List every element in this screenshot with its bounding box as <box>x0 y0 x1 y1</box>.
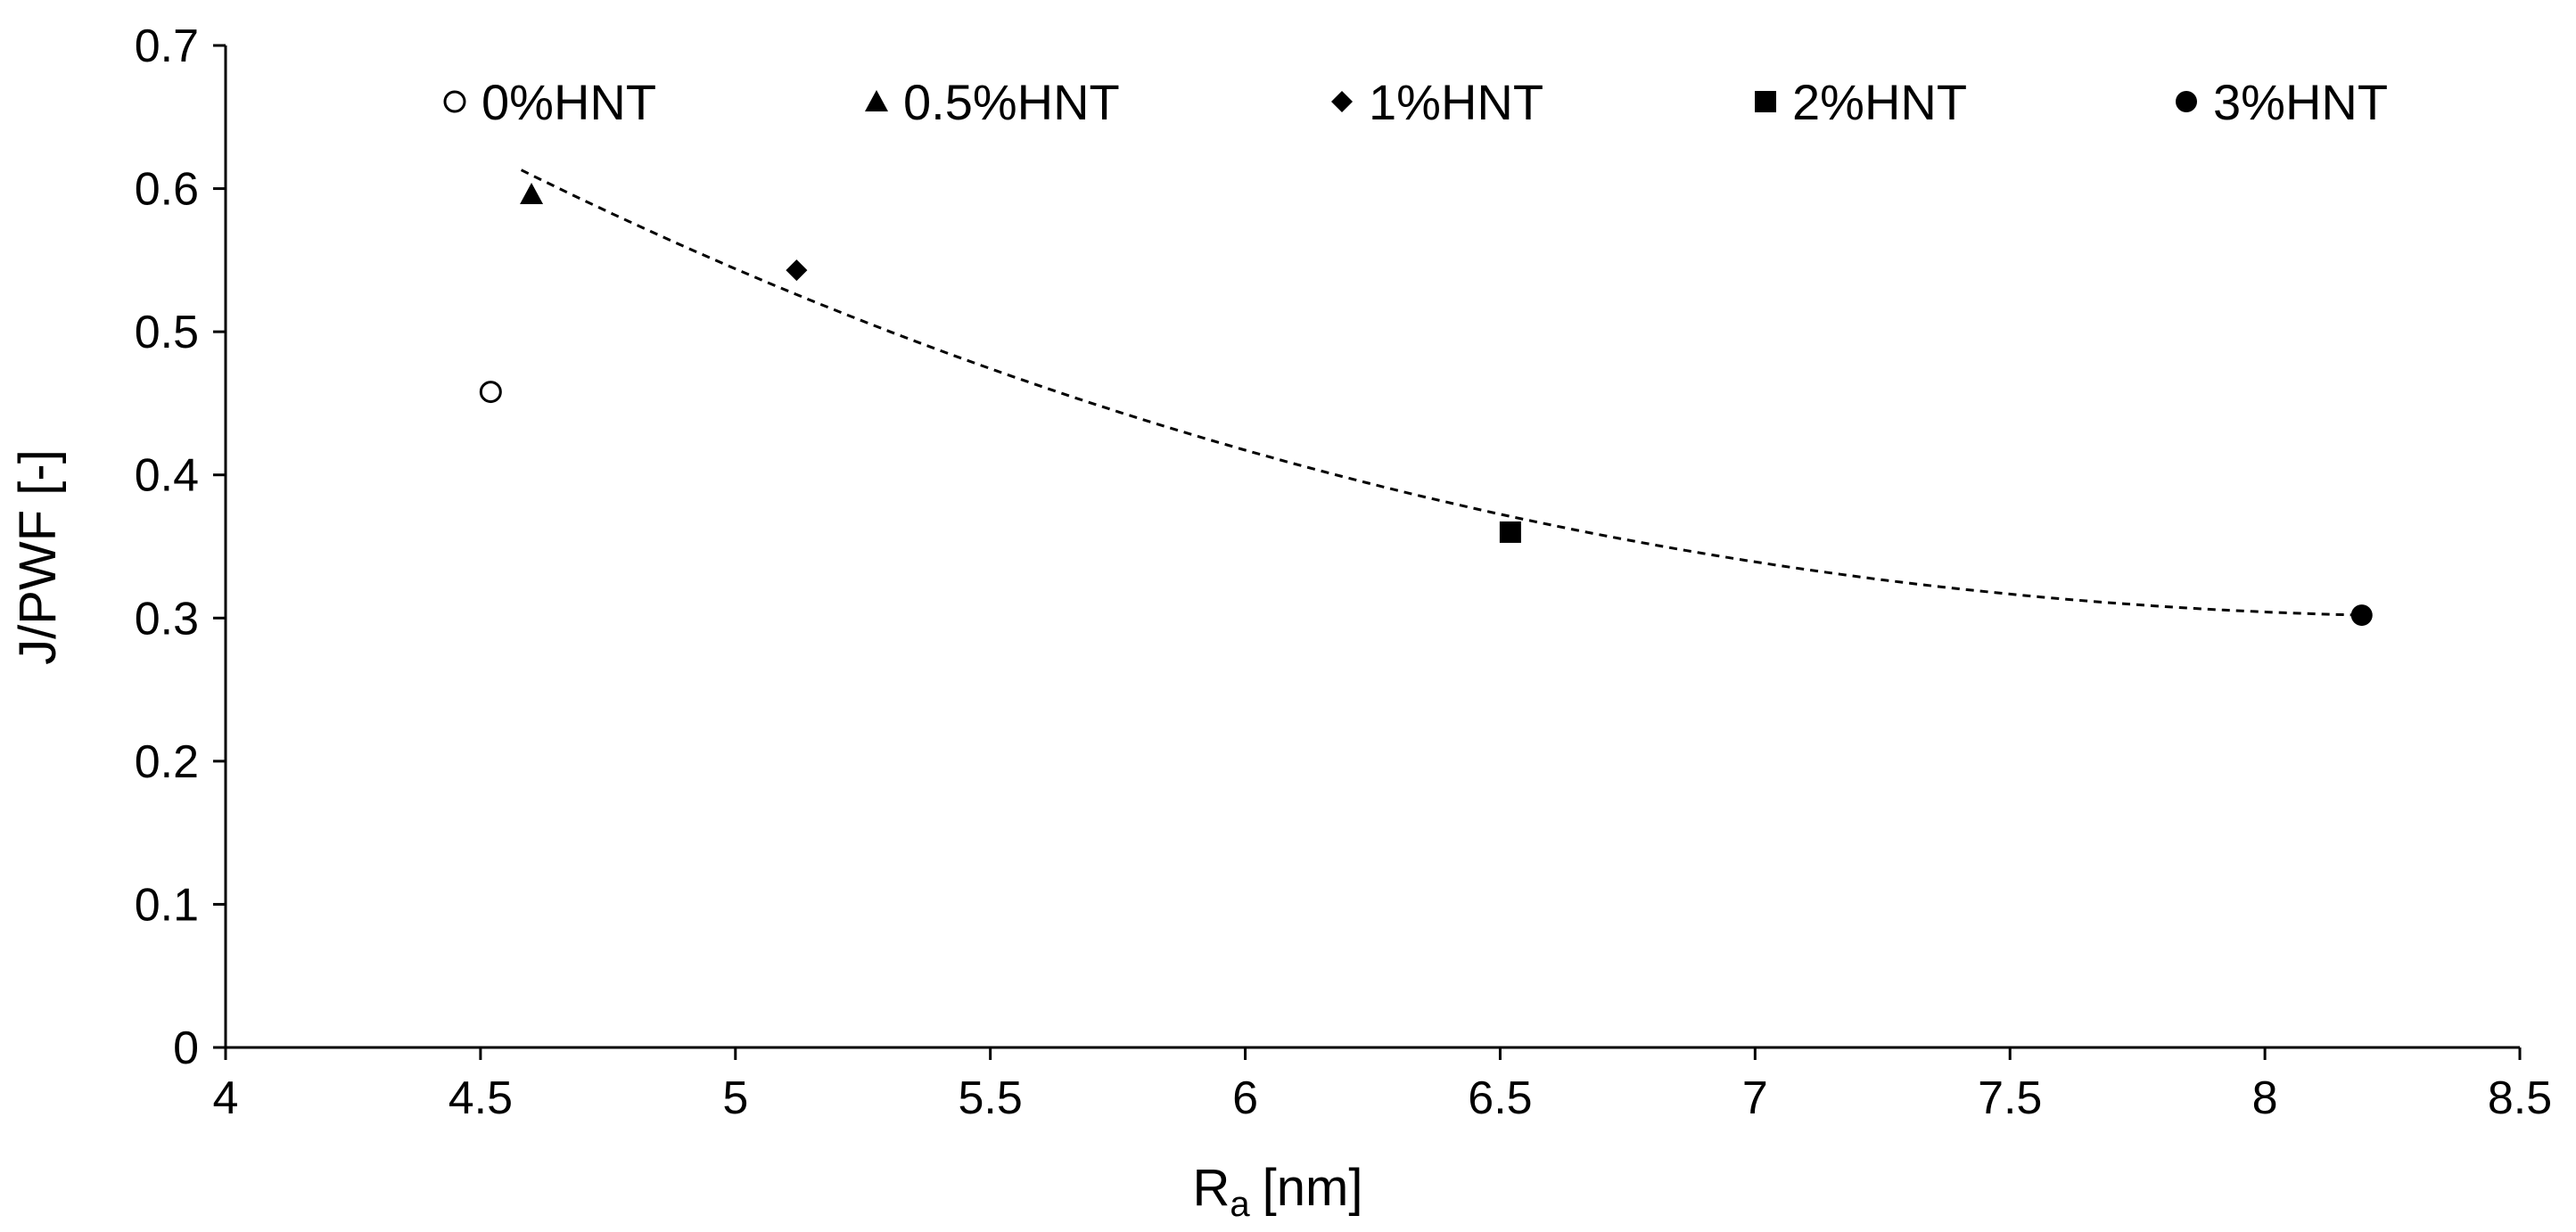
x-tick-label: 5.5 <box>959 1072 1023 1124</box>
data-point-0pcthnt <box>479 381 502 404</box>
x-tick-label: 4.5 <box>449 1072 513 1124</box>
legend-label-2pcthnt: 2%HNT <box>1792 74 1967 130</box>
trendline <box>520 168 2362 617</box>
x-axis-title-main: R <box>1193 1159 1230 1217</box>
data-point-3pcthnt <box>2350 604 2373 627</box>
x-ticks: 4 4.5 5 5.5 6 6.5 7 7.5 8 8.5 <box>213 1047 2552 1124</box>
legend-marker-3pcthnt <box>2176 91 2197 112</box>
x-tick-label: 7.5 <box>1978 1072 2042 1124</box>
x-tick-label: 8 <box>2252 1072 2278 1124</box>
y-ticks: 0 0.1 0.2 0.3 0.4 0.5 0.6 0.7 <box>135 21 226 1074</box>
y-tick-label: 0.5 <box>135 307 199 358</box>
legend-label-0-5pcthnt: 0.5%HNT <box>903 74 1120 130</box>
x-tick-label: 5 <box>722 1072 748 1124</box>
y-tick-label: 0.1 <box>135 879 199 931</box>
legend-label-0pcthnt: 0%HNT <box>481 74 656 130</box>
data-markers <box>479 182 2373 627</box>
x-tick-label: 6.5 <box>1468 1072 1532 1124</box>
x-axis-title-unit: [nm] <box>1263 1159 1363 1217</box>
legend-marker-0-5pcthnt <box>865 90 888 111</box>
data-point-2pcthnt <box>1499 521 1521 543</box>
x-tick-label: 4 <box>213 1072 239 1124</box>
legend-marker-0pcthnt <box>443 90 466 113</box>
axes: 4 4.5 5 5.5 6 6.5 7 7.5 8 8.5 0 0.1 0.2 0.3 0.4 0.5 0.6… <box>135 21 2552 1124</box>
y-tick-label: 0 <box>173 1023 199 1074</box>
y-tick-label: 0.2 <box>135 736 199 788</box>
legend-marker-1pcthnt <box>1331 91 1353 112</box>
data-point-0-5pcthnt <box>520 182 544 204</box>
x-axis-title-subscript: a <box>1230 1185 1250 1224</box>
x-axis-title: Ra [nm] <box>1193 1159 1363 1224</box>
legend-marker-2pcthnt <box>1755 91 1776 112</box>
y-tick-label: 0.3 <box>135 593 199 645</box>
x-tick-label: 6 <box>1232 1072 1258 1124</box>
y-tick-label: 0.4 <box>135 450 199 502</box>
legend: 0%HNT 0.5%HNT 1%HNT 2%HNT 3%HNT <box>443 74 2388 130</box>
legend-label-1pcthnt: 1%HNT <box>1369 74 1543 130</box>
y-tick-label: 0.7 <box>135 21 199 72</box>
x-tick-label: 7 <box>1742 1072 1768 1124</box>
y-axis-title: J/PWF [-] <box>9 449 67 665</box>
x-tick-label: 8.5 <box>2488 1072 2552 1124</box>
y-tick-label: 0.6 <box>135 164 199 216</box>
data-point-1pcthnt <box>786 259 808 282</box>
legend-label-3pcthnt: 3%HNT <box>2213 74 2388 130</box>
